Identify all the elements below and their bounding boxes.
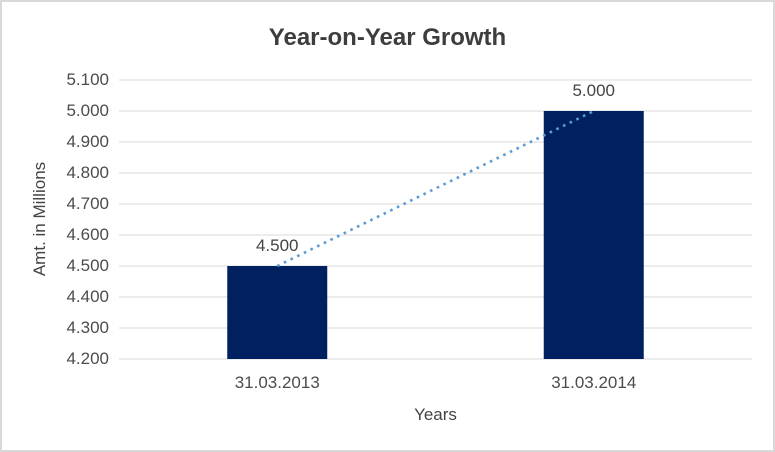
bar-31.03.2013 (227, 266, 328, 359)
y-tick-label: 5.100 (66, 70, 109, 89)
x-tick-label: 31.03.2014 (551, 373, 637, 392)
y-tick-label: 4.900 (66, 132, 109, 151)
x-tick-label: 31.03.2013 (234, 373, 320, 392)
y-tick-label: 4.800 (66, 163, 109, 182)
y-tick-label: 5.000 (66, 101, 109, 120)
data-label: 5.000 (572, 81, 616, 100)
y-tick-label: 4.500 (66, 256, 109, 275)
x-axis-title: Years (414, 405, 457, 424)
chart-title: Year-on-Year Growth (268, 24, 507, 51)
y-tick-label: 4.200 (66, 349, 109, 368)
data-label: 4.500 (255, 236, 299, 255)
y-tick-label: 4.400 (66, 287, 109, 306)
y-tick-label: 4.700 (66, 194, 109, 213)
bar-31.03.2014 (543, 111, 644, 359)
y-tick-label: 4.600 (66, 225, 109, 244)
y-tick-label: 4.300 (66, 318, 109, 337)
